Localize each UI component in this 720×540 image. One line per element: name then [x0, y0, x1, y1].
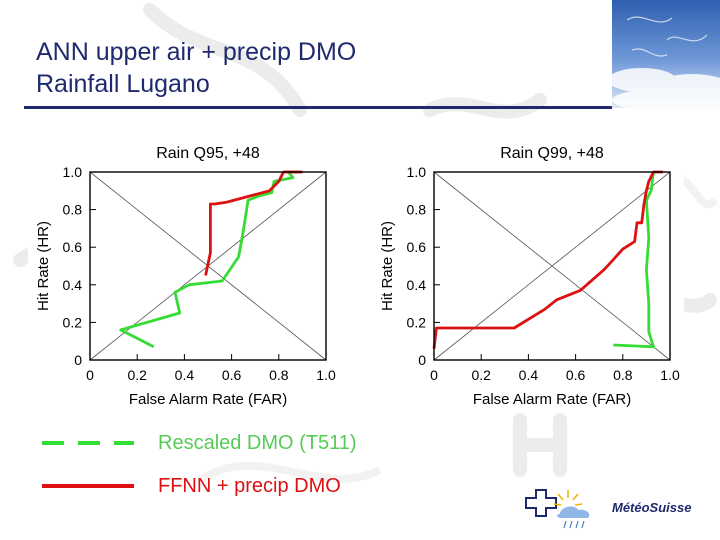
series-line-ffnn: [432, 170, 663, 349]
x-tick-label: 1.0: [660, 367, 680, 383]
y-tick-label: 0.6: [63, 239, 83, 255]
y-tick-label: 0.4: [407, 277, 427, 293]
y-tick-label: 0.2: [407, 314, 427, 330]
series-line-rescaled-dmo: [119, 170, 298, 349]
x-tick-label: 0.2: [127, 367, 147, 383]
roc-chart-q99: Rain Q99, +48 0 0.2 0.4 0.6 0.8 1.0 0 0.2 0.4 0.6 0…: [372, 132, 684, 410]
y-tick-label: 0.6: [407, 239, 427, 255]
legend-item-rescaled-dmo: Rescaled DMO (T511): [40, 430, 480, 460]
plot-frame: [433, 171, 671, 361]
anti-diagonal-line: [433, 171, 671, 361]
y-axis-label: Hit Rate (HR): [379, 221, 396, 311]
x-axis-label: False Alarm Rate (FAR): [473, 391, 631, 408]
y-tick-label: 0: [418, 352, 426, 368]
x-tick-label: 0.2: [471, 367, 491, 383]
y-tick-label: 0.4: [63, 277, 83, 293]
legend-swatch-solid-red: [42, 484, 134, 488]
logo-mark-icon: [525, 489, 590, 529]
y-tick-label: 0.2: [63, 314, 83, 330]
legend-swatch-dashed-green: [42, 441, 134, 445]
legend-label-rescaled-dmo: Rescaled DMO (T511): [158, 432, 357, 454]
legend-item-ffnn: FFNN + precip DMO: [40, 473, 480, 503]
x-tick-label: 0.8: [613, 367, 633, 383]
slide-title-line-2: Rainfall Lugano: [36, 70, 210, 98]
x-tick-label: 0: [430, 367, 438, 383]
roc-chart-q95: Rain Q95, +48 0 0.2 0.4 0.6 0.8 1.0 0 0.2 0.4 0.6 0…: [28, 132, 340, 410]
chart-title: Rain Q99, +48: [500, 145, 604, 162]
meteosuisse-logo: MétéoSuisse: [520, 484, 710, 532]
y-tick-label: 0.8: [63, 202, 83, 218]
series-line-ffnn: [204, 170, 303, 276]
x-tick-label: 0: [86, 367, 94, 383]
x-tick-label: 0.6: [566, 367, 586, 383]
x-tick-label: 0.8: [269, 367, 289, 383]
x-axis-label: False Alarm Rate (FAR): [129, 391, 287, 408]
x-tick-label: 1.0: [316, 367, 336, 383]
y-tick-label: 0.8: [407, 202, 427, 218]
series-line-rescaled-dmo: [613, 171, 655, 349]
y-tick-label: 1.0: [407, 164, 427, 180]
legend-label-ffnn: FFNN + precip DMO: [158, 475, 341, 497]
chart-title: Rain Q95, +48: [156, 145, 260, 162]
y-tick-label: 1.0: [63, 164, 83, 180]
title-underline: [24, 106, 612, 109]
x-tick-label: 0.4: [175, 367, 195, 383]
x-tick-label: 0.4: [519, 367, 539, 383]
x-tick-label: 0.6: [222, 367, 242, 383]
logo-text: MétéoSuisse: [612, 500, 692, 515]
chart-background: [372, 132, 684, 410]
plot-frame: [89, 171, 327, 361]
slide-title: ANN upper air + precip DMO Rainfall Luga…: [36, 36, 356, 100]
y-axis-label: Hit Rate (HR): [35, 221, 52, 311]
y-tick-label: 0: [74, 352, 82, 368]
slide-title-line-1: ANN upper air + precip DMO: [36, 38, 357, 66]
sky-clouds-image: [612, 0, 720, 108]
